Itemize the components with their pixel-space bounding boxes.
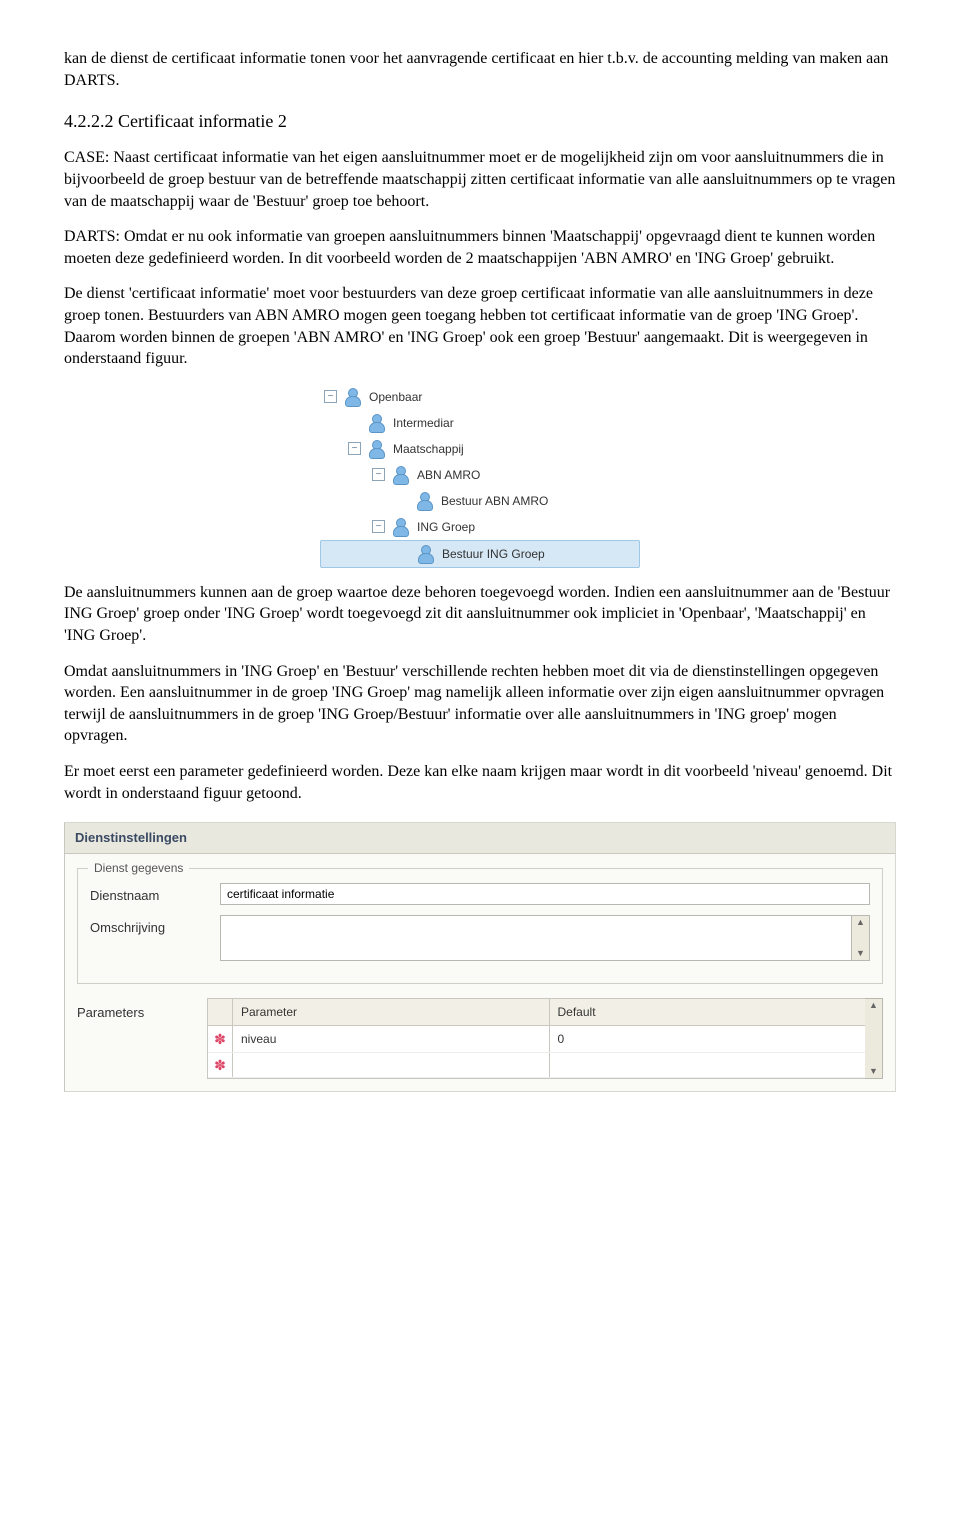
tree-expander-icon[interactable]: − — [372, 520, 385, 533]
after-tree-para-1: De aansluitnummers kunnen aan de groep w… — [64, 582, 896, 647]
param-name-cell[interactable]: niveau — [233, 1026, 550, 1052]
after-tree-para-2: Omdat aansluitnummers in 'ING Groep' en … — [64, 661, 896, 747]
tree-node-label: ABN AMRO — [417, 467, 480, 483]
tree-node[interactable]: − Openbaar — [320, 384, 640, 410]
param-header-default: Default — [550, 999, 866, 1025]
group-icon — [367, 414, 387, 432]
group-icon — [343, 388, 363, 406]
param-name-cell[interactable] — [233, 1053, 550, 1077]
tree-node[interactable]: Bestuur ING Groep — [320, 540, 640, 568]
tree-node[interactable]: − ABN AMRO — [320, 462, 640, 488]
param-default-cell[interactable]: 0 — [550, 1026, 866, 1052]
omschrijving-textarea[interactable] — [220, 915, 852, 961]
tree-expander-icon[interactable]: − — [348, 442, 361, 455]
dienstnaam-label: Dienstnaam — [90, 883, 220, 905]
dienstinstellingen-panel: Dienstinstellingen Dienst gegevens Diens… — [64, 822, 896, 1092]
tree-node-label: Maatschappij — [393, 441, 464, 457]
param-default-cell[interactable] — [550, 1053, 866, 1077]
tree-node[interactable]: − Maatschappij — [320, 436, 640, 462]
after-tree-para-3: Er moet eerst een parameter gedefinieerd… — [64, 761, 896, 804]
param-row: ✽ niveau0 — [208, 1026, 865, 1053]
scroll-down-icon: ▼ — [869, 1065, 878, 1078]
param-row: ✽ — [208, 1053, 865, 1078]
param-scrollbar[interactable]: ▲ ▼ — [865, 998, 883, 1079]
dienst-gegevens-fieldset: Dienst gegevens Dienstnaam Omschrijving … — [77, 868, 883, 984]
delete-icon[interactable]: ✽ — [214, 1058, 226, 1072]
omschrijving-label: Omschrijving — [90, 915, 220, 937]
fieldset-legend: Dienst gegevens — [88, 860, 189, 876]
group-icon — [391, 466, 411, 484]
textarea-scrollbar[interactable]: ▲ ▼ — [852, 915, 870, 961]
tree-node-label: Bestuur ABN AMRO — [441, 493, 548, 509]
tree-node[interactable]: Intermediar — [320, 410, 640, 436]
case-paragraph: CASE: Naast certificaat informatie van h… — [64, 147, 896, 212]
tree-node-label: ING Groep — [417, 519, 475, 535]
scroll-down-icon: ▼ — [856, 947, 865, 960]
param-header-name: Parameter — [233, 999, 550, 1025]
tree-expander-icon[interactable]: − — [372, 468, 385, 481]
dienstnaam-input[interactable] — [220, 883, 870, 905]
group-tree: −OpenbaarIntermediar−Maatschappij−ABN AM… — [320, 384, 640, 568]
parameters-label: Parameters — [77, 998, 207, 1022]
scroll-up-icon: ▲ — [869, 999, 878, 1012]
tree-node-label: Bestuur ING Groep — [442, 546, 545, 562]
parameters-table: Parameter Default ✽ niveau0 ✽ — [207, 998, 865, 1079]
tree-node[interactable]: − ING Groep — [320, 514, 640, 540]
param-header-icon-col — [208, 999, 233, 1025]
group-icon — [416, 545, 436, 563]
darts-paragraph: DARTS: Omdat er nu ook informatie van gr… — [64, 226, 896, 269]
group-icon — [367, 440, 387, 458]
tree-node-label: Openbaar — [369, 389, 422, 405]
intro-paragraph: kan de dienst de certificaat informatie … — [64, 48, 896, 91]
tree-expander-icon[interactable]: − — [324, 390, 337, 403]
group-icon — [391, 518, 411, 536]
delete-icon[interactable]: ✽ — [214, 1032, 226, 1046]
section-heading: 4.2.2.2 Certificaat informatie 2 — [64, 109, 896, 133]
panel-header: Dienstinstellingen — [65, 823, 895, 854]
tree-node[interactable]: Bestuur ABN AMRO — [320, 488, 640, 514]
dienst-paragraph: De dienst 'certificaat informatie' moet … — [64, 283, 896, 369]
group-icon — [415, 492, 435, 510]
tree-node-label: Intermediar — [393, 415, 454, 431]
scroll-up-icon: ▲ — [856, 916, 865, 929]
